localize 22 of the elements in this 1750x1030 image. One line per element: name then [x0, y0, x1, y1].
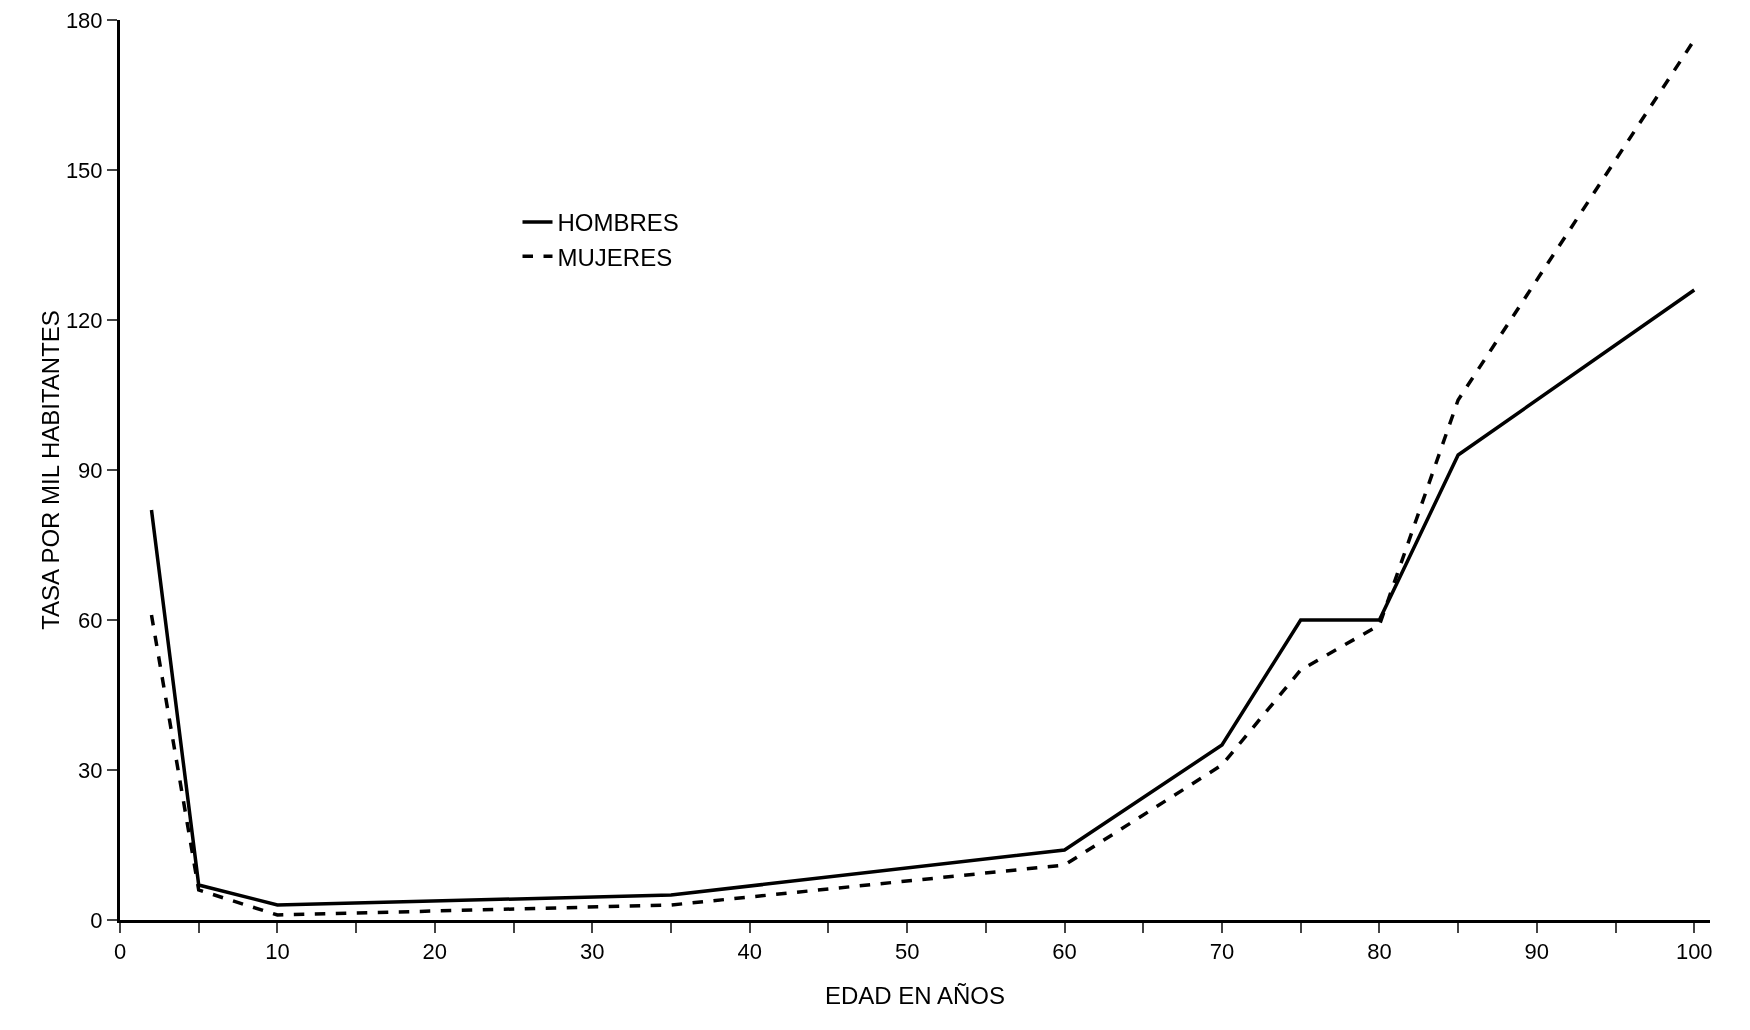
x-tick-label: 60 [1052, 939, 1077, 965]
x-tick-label: 100 [1675, 939, 1713, 965]
x-tick-label: 30 [580, 939, 605, 965]
y-tick-label: 150 [65, 157, 103, 183]
x-tick-label: 70 [1209, 939, 1235, 965]
x-tick-label: 10 [265, 939, 290, 965]
x-tick-label: 50 [894, 939, 920, 965]
y-tick-label: 120 [65, 307, 103, 333]
y-tick-label: 180 [65, 7, 103, 33]
y-tick-label: 0 [90, 907, 103, 933]
x-tick-label: 0 [113, 939, 127, 965]
x-tick-label: 40 [737, 939, 762, 965]
y-tick-label: 60 [78, 607, 103, 633]
x-tick-label: 90 [1524, 939, 1550, 965]
x-tick-label: 80 [1367, 939, 1392, 965]
x-axis-title: EDAD EN AÑOS [824, 982, 1006, 1009]
legend-label: MUJERES [557, 243, 673, 271]
legend-label: HOMBRES [557, 209, 679, 237]
y-tick-label: 30 [78, 757, 103, 783]
x-tick-label: 20 [422, 939, 448, 965]
y-tick-label: 90 [78, 457, 103, 483]
y-axis-title: TASA POR MIL HABITANTES [36, 310, 64, 630]
